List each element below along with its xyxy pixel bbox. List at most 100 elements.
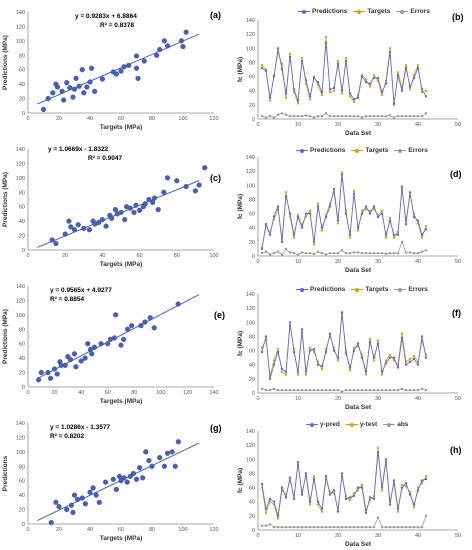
data-point-a-15: [84, 84, 90, 90]
data-point-f-predictions-35: [400, 336, 404, 340]
data-point-b-predictions-13: [312, 76, 316, 80]
legend-h-ytest: y-test: [345, 421, 377, 428]
equation-e-formula: y = 0.9565x + 4.9277: [50, 287, 112, 294]
data-point-d-predictions-1: [264, 222, 268, 226]
y-tick-label-e-7: 140: [16, 284, 25, 290]
data-point-b-errors-4: [276, 113, 280, 116]
data-point-d-predictions-5: [280, 240, 284, 244]
data-point-h-predictions-20: [340, 472, 344, 475]
data-point-b-targets-41: [424, 89, 428, 92]
data-point-a-34: [180, 44, 186, 50]
x-tick-label-b-4: 40: [415, 122, 421, 128]
panel-g-label: (g): [210, 423, 222, 433]
data-point-f-predictions-31: [384, 362, 388, 365]
data-point-d-predictions-8: [292, 233, 296, 236]
y-tick-label-b-4: 80: [249, 60, 255, 66]
y-tick-label-b-1: 20: [249, 103, 255, 109]
data-point-h-predictions-15: [320, 507, 324, 510]
data-point-h-targets-15: [320, 510, 324, 513]
data-point-a-10: [71, 86, 78, 92]
data-point-d-targets-33: [392, 236, 396, 239]
data-point-d-predictions-41: [424, 227, 428, 231]
data-point-f-predictions-24: [356, 342, 360, 345]
data-point-b-errors-40: [420, 114, 424, 118]
legend-d: Predictions Targets Errors: [296, 147, 428, 154]
data-point-b-predictions-24: [356, 96, 360, 99]
x-tick-label-b-2: 20: [335, 122, 341, 128]
data-point-b-errors-24: [356, 114, 360, 118]
data-point-h-predictions-41: [424, 477, 428, 481]
data-point-f-targets-31: [384, 359, 388, 362]
data-point-f-predictions-32: [388, 356, 392, 359]
data-point-d-errors-7: [288, 251, 292, 254]
data-point-c-7: [81, 225, 87, 231]
data-point-h-predictions-3: [272, 500, 276, 503]
data-point-b-predictions-39: [416, 66, 420, 70]
y-tick-label-h-2: 40: [249, 500, 255, 506]
data-point-f-predictions-19: [336, 356, 340, 359]
data-point-f-predictions-8: [292, 350, 296, 354]
data-point-h-errors-12: [308, 525, 312, 529]
x-tick-label-f-1: 10: [295, 396, 301, 402]
data-point-f-predictions-21: [344, 352, 348, 355]
series-line-d-targets: [261, 172, 427, 248]
data-point-g-34: [175, 439, 181, 445]
data-point-h-errors-40: [420, 525, 424, 529]
data-point-d-predictions-36: [404, 222, 408, 226]
legend-d-targets-label: Targets: [365, 147, 389, 154]
panel-f-label: (f): [452, 308, 461, 318]
data-point-c-32: [164, 175, 171, 181]
data-point-a-13: [79, 67, 85, 73]
legend-f-errors-label: Errors: [408, 286, 428, 293]
data-point-h-predictions-21: [344, 497, 348, 501]
data-point-a-28: [141, 58, 147, 64]
data-point-b-errors-19: [336, 114, 340, 118]
y-tick-label-e-0: 0: [22, 385, 25, 391]
data-point-b-errors-21: [344, 114, 348, 118]
data-point-c-2: [62, 231, 68, 237]
x-tick-label-e-5: 100: [156, 390, 165, 396]
x-tick-label-f-2: 20: [335, 396, 341, 402]
data-point-f-predictions-30: [380, 370, 384, 373]
data-point-d-predictions-26: [364, 205, 368, 208]
data-point-h-predictions-12: [308, 500, 312, 503]
data-point-d-errors-9: [296, 253, 300, 256]
data-point-h-errors-36: [404, 525, 408, 529]
data-point-f-predictions-39: [416, 363, 420, 366]
y-tick-label-b-3: 60: [249, 75, 255, 81]
y-tick-label-e-3: 60: [19, 342, 25, 348]
chart-d-svg: 0 10 20 30 40 50 0 20 40 60 80 100 120 140 Data Set fc …: [237, 155, 461, 274]
data-point-f-errors-15: [320, 388, 324, 392]
series-line-f-predictions: [261, 312, 427, 379]
x-tick-label-e-4: 80: [131, 390, 137, 396]
data-point-c-27: [146, 196, 152, 203]
y-tick-label-e-2: 40: [19, 356, 25, 362]
y-tick-label-c-5: 100: [16, 176, 25, 182]
data-point-b-errors-36: [404, 114, 408, 118]
data-point-h-targets-30: [380, 489, 384, 492]
data-point-f-errors-41: [424, 388, 428, 392]
data-point-h-errors-24: [356, 525, 360, 529]
x-axis-title-f: Data Set: [345, 404, 372, 411]
y-tick-label-c-4: 80: [19, 190, 25, 196]
data-point-d-errors-14: [316, 250, 320, 253]
data-point-h-errors-33: [392, 525, 396, 529]
data-point-b-predictions-9: [296, 99, 300, 102]
data-point-b-errors-18: [332, 114, 336, 118]
data-point-a-14: [81, 90, 87, 96]
data-point-h-errors-30: [380, 525, 384, 529]
data-point-d-errors-25: [360, 251, 364, 255]
data-point-h-predictions-18: [332, 489, 336, 492]
data-point-c-1: [53, 240, 59, 247]
data-point-f-targets-26: [364, 373, 368, 376]
legend-h-ytest-marker: [345, 422, 358, 428]
data-point-a-6: [61, 97, 67, 103]
x-tick-label-f-5: 50: [455, 396, 461, 402]
data-point-h-predictions-5: [280, 486, 284, 489]
data-point-d-predictions-4: [276, 205, 280, 208]
data-point-b-predictions-17: [328, 88, 332, 91]
legend-f-targets: Targets: [351, 286, 388, 293]
y-tick-label-a-5: 100: [16, 39, 25, 45]
data-point-g-29: [157, 455, 163, 461]
data-point-f-predictions-25: [360, 356, 364, 359]
